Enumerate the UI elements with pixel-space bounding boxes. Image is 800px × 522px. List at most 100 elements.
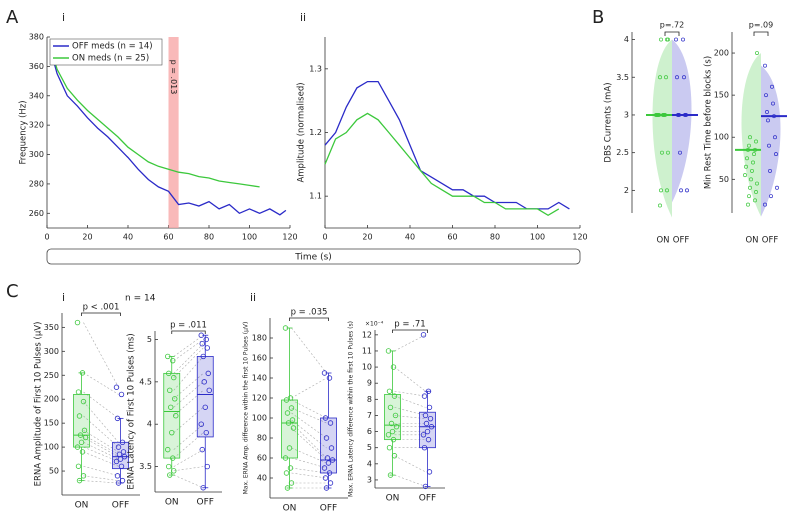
y-axis-label: ERNA Latency of First 10 Pulses (ms) [127,333,137,489]
data-point [754,190,758,194]
data-point [322,475,329,481]
data-point [80,398,87,405]
data-point [200,485,206,491]
data-point [674,37,678,42]
data-point [168,404,174,410]
pair-line [173,334,204,357]
pair-line [394,474,426,487]
pair-line [291,472,327,479]
y-tick-label: 100 [714,133,729,142]
data-point [422,412,429,419]
y-tick-label: 160 [252,354,267,363]
y-tick-label: 4 [624,35,629,44]
panel-label: i [62,291,65,304]
data-point [169,429,175,436]
y-tick-label: 280 [29,179,44,188]
pair-line [173,356,204,391]
data-point [425,436,432,443]
y-tick-label: 300 [44,347,59,356]
data-point [167,387,173,394]
data-point [117,456,124,462]
data-point [121,453,128,460]
y-tick-label: 80 [257,434,267,443]
x-tick-label: OFF [673,236,690,246]
data-point [74,444,81,450]
data-point [81,427,88,434]
y-multiplier: ×10⁻⁴ [365,321,384,328]
series-line [324,112,560,217]
p-bracket [81,312,121,316]
data-point [321,370,328,376]
data-point [115,444,122,450]
y-tick-label: 3.5 [139,462,152,471]
x-tick-label: 80 [490,233,500,242]
data-point [74,319,81,326]
y-tick-label: 350 [44,323,59,332]
data-point [171,374,177,381]
y-tick-label: 2 [624,186,629,195]
data-point [423,420,430,427]
pair-line [173,343,204,374]
box [320,417,337,474]
panel-label: n = 14 [125,294,156,304]
data-point [385,348,392,354]
data-point [288,405,295,411]
data-point [769,194,773,199]
data-point [284,485,291,491]
data-point [751,160,755,165]
data-point [198,332,204,338]
data-point [166,463,172,470]
data-point [327,420,334,426]
data-point [282,455,289,461]
y-tick-label: 340 [29,91,44,100]
data-point [75,463,82,469]
x-tick-label: ON [283,504,297,514]
pair-line [291,327,327,374]
data-point [289,417,296,423]
data-point [75,389,82,395]
data-point [679,188,683,193]
data-point [201,379,207,385]
y-tick-label: 120 [252,394,267,403]
data-point [664,75,668,80]
pair-line [173,381,204,408]
y-tick-label: 180 [252,334,267,343]
data-point [392,412,399,419]
p-label: p = .71 [394,320,425,330]
data-point [420,432,427,438]
data-point [165,353,171,360]
series-line [50,48,260,188]
x-label-box [46,248,581,265]
y-tick-label: 4.5 [139,377,152,386]
data-point [113,384,120,390]
violin [652,39,672,218]
x-tick-label: OFF [320,504,337,514]
x-tick-label: 20 [82,233,92,242]
data-point [420,332,427,338]
data-point [119,439,126,446]
x-tick-label: 40 [123,233,133,242]
data-point [321,465,328,471]
p-bracket [392,329,428,333]
y-axis-label: Frequency (Hz) [19,100,29,164]
pair-line [173,373,204,400]
pair-line [394,334,426,352]
data-point [768,168,772,173]
y-tick-label: 140 [252,374,267,383]
data-point [666,150,670,155]
data-point [678,150,682,155]
x-tick-label: 100 [242,233,257,242]
x-tick-label: 120 [282,233,297,242]
pair-line [394,366,426,392]
y-axis-label: DBS Currents (mA) [604,82,614,162]
y-tick-label: 12 [362,330,372,339]
y-axis-label: Max. ERNA Latency difference within the … [348,321,355,497]
data-point [287,465,294,471]
data-point [114,415,121,422]
data-point [393,424,400,430]
pair-line [173,449,204,467]
data-point [682,75,686,80]
data-point [388,420,395,427]
data-point [391,393,398,399]
